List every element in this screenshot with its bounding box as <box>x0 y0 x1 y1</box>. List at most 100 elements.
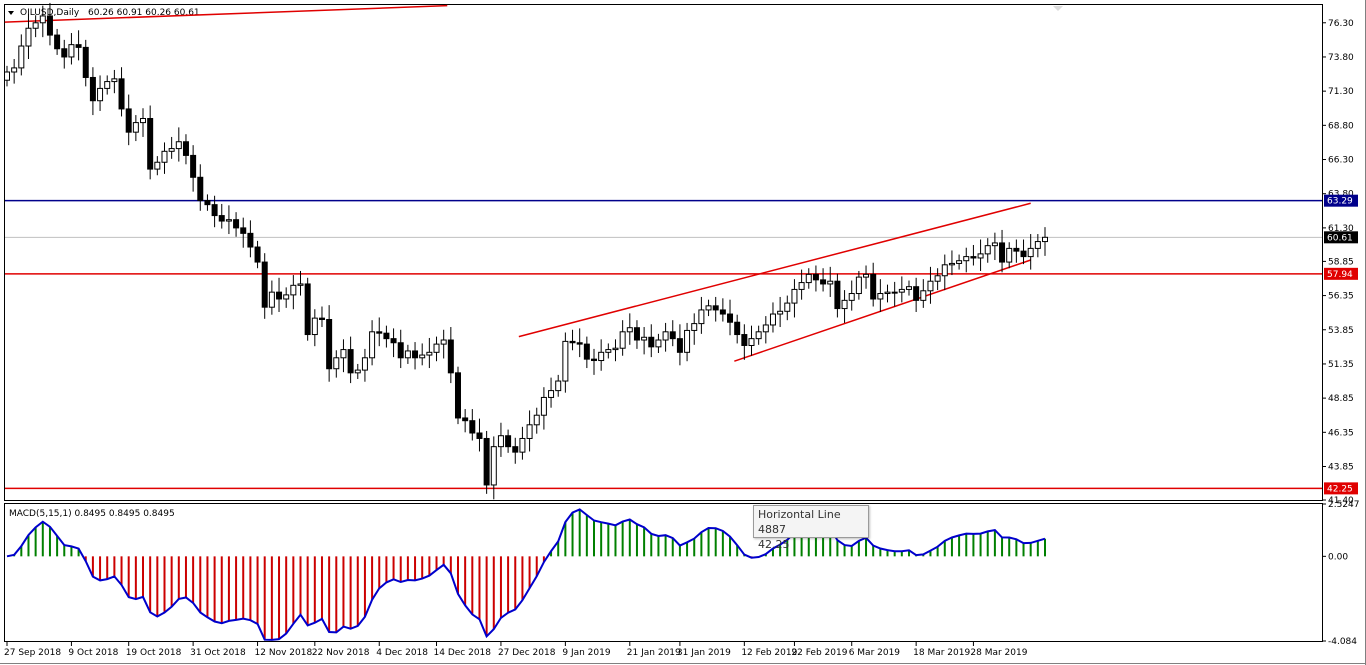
candle-body <box>512 446 519 453</box>
candle-body <box>676 338 683 353</box>
candle-body <box>469 420 476 434</box>
candle <box>333 350 340 378</box>
candle <box>483 430 490 494</box>
candle <box>913 277 920 312</box>
price-tick-label: 46.35 <box>1328 428 1354 438</box>
symbol-menu-icon[interactable] <box>8 11 14 15</box>
candle <box>798 269 805 300</box>
candle <box>669 320 676 347</box>
trend-lines <box>4 4 1031 362</box>
candle-body <box>426 351 433 356</box>
date-tick-label: 31 Jan 2019 <box>677 648 731 658</box>
candle <box>512 437 519 464</box>
candle <box>662 322 669 352</box>
candle <box>812 265 819 292</box>
candle-body <box>4 71 10 81</box>
candle <box>276 277 283 312</box>
candle-body <box>598 351 605 362</box>
price-tick-label: 43.85 <box>1328 462 1354 472</box>
macd-header: MACD(5,15,1) 0.8495 0.8495 0.8495 <box>9 509 175 519</box>
candle <box>591 348 598 375</box>
date-tick-label: 6 Mar 2019 <box>849 648 901 658</box>
date-tick-label: 12 Feb 2019 <box>741 648 797 658</box>
trend-line[interactable] <box>734 259 1031 362</box>
candle <box>25 13 32 60</box>
candle-body <box>247 232 254 248</box>
candle <box>412 342 419 370</box>
candle-body <box>54 34 61 50</box>
trend-line[interactable] <box>4 4 448 23</box>
candle <box>39 5 46 38</box>
candle <box>934 268 941 291</box>
candle <box>505 429 512 453</box>
candle <box>447 327 454 384</box>
candle <box>404 344 411 364</box>
candle <box>920 279 927 308</box>
candle-body <box>354 369 361 374</box>
candle-body <box>147 117 154 170</box>
candle-body <box>104 81 111 89</box>
candle <box>991 232 998 261</box>
candle-body <box>548 390 555 398</box>
candle <box>132 115 139 142</box>
date-tick-label: 4 Dec 2018 <box>376 648 428 658</box>
candle <box>318 306 325 328</box>
candle <box>734 314 741 344</box>
candle-body <box>89 76 96 102</box>
candle <box>562 332 569 393</box>
price-tick-label: 73.80 <box>1328 53 1354 63</box>
candle-body <box>748 338 755 346</box>
candle <box>125 94 132 146</box>
candle <box>569 329 576 351</box>
candle <box>555 374 562 397</box>
date-tick-label: 9 Jan 2019 <box>562 648 610 658</box>
candle-body <box>39 15 46 24</box>
candle-body <box>276 291 283 300</box>
candle-body <box>412 350 419 359</box>
one-click-trading-arrow-icon[interactable] <box>1053 6 1063 11</box>
candle <box>719 298 726 322</box>
candle-body <box>712 305 719 311</box>
candle <box>777 296 784 328</box>
date-tick-label: 14 Dec 2018 <box>434 648 492 658</box>
candle-body <box>333 357 340 370</box>
candle <box>841 290 848 323</box>
price-tick-label: 48.85 <box>1328 394 1354 404</box>
candle-body <box>540 396 547 416</box>
candle <box>419 343 426 366</box>
candle-body <box>326 319 333 370</box>
candle-body <box>519 437 526 453</box>
candle <box>984 238 991 263</box>
candle-body <box>1020 250 1027 258</box>
candle-body <box>898 288 905 293</box>
candle <box>755 325 762 345</box>
trend-line[interactable] <box>518 202 1031 338</box>
candle-body <box>97 87 104 102</box>
candle <box>89 67 96 116</box>
candle <box>762 316 769 344</box>
candle <box>648 324 655 358</box>
candle <box>848 280 855 311</box>
candle <box>426 337 433 369</box>
candle <box>583 336 590 369</box>
candle <box>104 75 111 95</box>
price-tag-60.61 <box>1324 231 1358 244</box>
candle-body <box>762 324 769 333</box>
candle-body <box>684 329 691 353</box>
candle <box>633 320 640 349</box>
date-tick-label: 19 Oct 2018 <box>126 648 182 658</box>
price-pane-frame <box>4 4 1323 501</box>
candle-body <box>777 310 784 315</box>
candle-body <box>526 424 533 439</box>
candle-body <box>855 276 862 295</box>
candle-body <box>18 45 25 69</box>
candle <box>791 279 798 318</box>
candle-body <box>440 339 447 345</box>
candle-body <box>841 299 848 310</box>
candle-body <box>741 334 748 346</box>
candle-body <box>454 372 461 419</box>
candle <box>891 281 898 307</box>
date-tick-label: 12 Nov 2018 <box>255 648 313 658</box>
candle-body <box>626 327 633 333</box>
